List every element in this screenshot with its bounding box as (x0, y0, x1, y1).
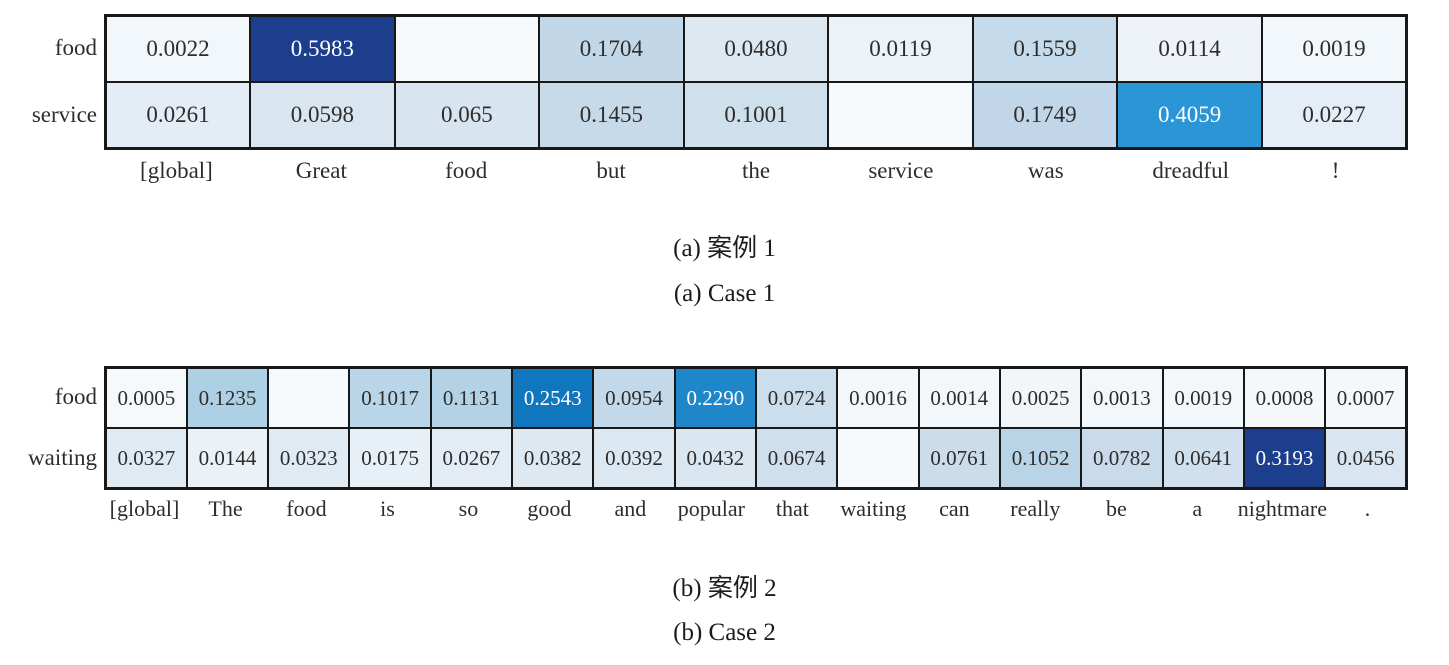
heatmap-row: 0.0327 0.0144 0.0323 0.0175 0.0267 0.0382 0.03… (104, 427, 1408, 490)
row-label: food (54, 383, 97, 409)
row-label: service (31, 101, 97, 127)
token-label: be (1105, 496, 1127, 521)
heatmap-cell: 0.0022 (104, 14, 252, 83)
token-label: was (1027, 158, 1064, 183)
token-label: a (1192, 496, 1203, 521)
heatmap-cell: 0.1235 (185, 366, 270, 429)
token-label: [global] (140, 158, 213, 183)
heatmap-cell: 0.0175 (348, 427, 432, 490)
heatmap-panel-case1: food service 0.0022 0.5983 0.1704 0.0480 0.01… (0, 14, 1449, 184)
heatmap-table-case1: 0.0022 0.5983 0.1704 0.0480 0.0119 0.1559 0.01… (104, 14, 1408, 150)
heatmap-cell: 0.0016 (836, 366, 920, 429)
heatmap-cell: 0.1749 (971, 81, 1119, 150)
heatmap-row: 0.0261 0.0598 0.065 0.1455 0.1001 0.1749 0.405… (104, 81, 1408, 150)
heatmap-cell: 0.0005 (104, 366, 188, 429)
heatmap-cell: 0.0674 (754, 427, 839, 490)
token-label: dreadful (1152, 158, 1229, 183)
heatmap-cell: 0.0327 (104, 427, 188, 490)
heatmap-cell: 0.1017 (348, 366, 432, 429)
heatmap-row: 0.0005 0.1235 0.1017 0.1131 0.2543 0.0954 0.22… (104, 366, 1408, 429)
heatmap-cell (827, 81, 974, 150)
heatmap-cell: 0.0025 (998, 366, 1083, 429)
heatmap-cell: 0.065 (393, 81, 541, 150)
heatmap-cell: 0.1704 (538, 14, 685, 83)
token-label: can (939, 496, 970, 521)
heatmap-cell: 0.0007 (1324, 366, 1408, 429)
heatmap-cell (836, 427, 920, 490)
heatmap-cell: 0.0323 (267, 427, 351, 490)
caption-case1-zh: (a) 案例 1 (673, 235, 776, 262)
token-label: and (614, 496, 647, 521)
heatmap-cell: 0.0119 (827, 14, 974, 83)
heatmap-cell: 0.0227 (1260, 81, 1408, 150)
heatmap-cell: 0.0761 (917, 427, 1001, 490)
heatmap-panel-case2: food waiting 0.0005 0.1235 0.1017 0.1131 0.25… (0, 366, 1449, 522)
token-label: waiting (840, 496, 907, 521)
heatmap-cell: 0.2543 (511, 366, 595, 429)
heatmap-cell: 0.0598 (249, 81, 396, 150)
token-label: really (1010, 496, 1061, 521)
row-labels-case2: food waiting (0, 366, 104, 488)
token-label: . (1364, 496, 1371, 521)
token-label: service (868, 158, 934, 183)
token-label: so (458, 496, 479, 521)
row-labels-case1: food service (0, 14, 104, 148)
heatmap-cell: 0.0641 (1161, 427, 1245, 490)
heatmap-table-wrap-case2: 0.0005 0.1235 0.1017 0.1131 0.2543 0.0954 0.22… (104, 366, 1408, 522)
heatmap-cell: 0.1001 (682, 81, 830, 150)
heatmap-cell: 0.3193 (1242, 427, 1327, 490)
heatmap-cell: 0.0432 (673, 427, 758, 490)
token-label: popular (677, 496, 745, 521)
heatmap-cell: 0.5983 (249, 14, 396, 83)
row-label: food (54, 34, 97, 60)
caption-case1-en: (a) Case 1 (673, 280, 776, 307)
token-label: food (445, 158, 488, 183)
token-labels-case2: [global] The food is so good and popular that wai… (104, 496, 1408, 522)
caption-case2-zh: (b) 案例 2 (672, 575, 777, 602)
heatmap-cell: 0.0724 (754, 366, 839, 429)
heatmap-cell: 0.1131 (429, 366, 514, 429)
heatmap-cell: 0.0019 (1161, 366, 1245, 429)
heatmap-cell: 0.0014 (917, 366, 1001, 429)
token-label: ! (1331, 158, 1340, 183)
row-label: waiting (28, 444, 97, 470)
token-labels-case1: [global] Great food but the service was dreadfu… (104, 158, 1408, 184)
token-label: the (741, 158, 771, 183)
heatmap-row: 0.0022 0.5983 0.1704 0.0480 0.0119 0.1559 0.01… (104, 14, 1408, 83)
heatmap-cell: 0.2290 (673, 366, 758, 429)
heatmap-cell (393, 14, 541, 83)
token-label: is (380, 496, 395, 521)
attention-heatmap-figure: food service 0.0022 0.5983 0.1704 0.0480 0.01… (0, 14, 1449, 647)
token-label: [global] (109, 496, 180, 521)
heatmap-cell: 0.0144 (185, 427, 270, 490)
caption-case2-en: (b) Case 2 (673, 619, 776, 646)
heatmap-cell: 0.0782 (1080, 427, 1164, 490)
heatmap-cell: 0.0382 (511, 427, 595, 490)
token-label: nightmare (1237, 496, 1327, 521)
heatmap-cell: 0.0392 (592, 427, 676, 490)
heatmap-cell: 0.0114 (1116, 14, 1263, 83)
heatmap-cell: 0.4059 (1116, 81, 1263, 150)
heatmap-cell: 0.1052 (998, 427, 1083, 490)
heatmap-table-wrap-case1: 0.0022 0.5983 0.1704 0.0480 0.0119 0.1559 0.01… (104, 14, 1408, 184)
heatmap-cell: 0.0013 (1080, 366, 1164, 429)
token-label: The (208, 496, 243, 521)
heatmap-cell (267, 366, 351, 429)
heatmap-cell: 0.0456 (1324, 427, 1408, 490)
heatmap-cell: 0.0019 (1260, 14, 1408, 83)
heatmap-cell: 0.1455 (538, 81, 685, 150)
token-label: good (527, 496, 572, 521)
token-label: food (286, 496, 327, 521)
heatmap-cell: 0.0480 (682, 14, 830, 83)
heatmap-cell: 0.1559 (971, 14, 1119, 83)
token-label: that (775, 496, 809, 521)
token-label: Great (295, 158, 347, 183)
heatmap-table-case2: 0.0005 0.1235 0.1017 0.1131 0.2543 0.0954 0.22… (104, 366, 1408, 490)
heatmap-cell: 0.0267 (429, 427, 514, 490)
heatmap-cell: 0.0954 (592, 366, 676, 429)
token-label: but (596, 158, 626, 183)
heatmap-cell: 0.0008 (1242, 366, 1327, 429)
heatmap-cell: 0.0261 (104, 81, 252, 150)
